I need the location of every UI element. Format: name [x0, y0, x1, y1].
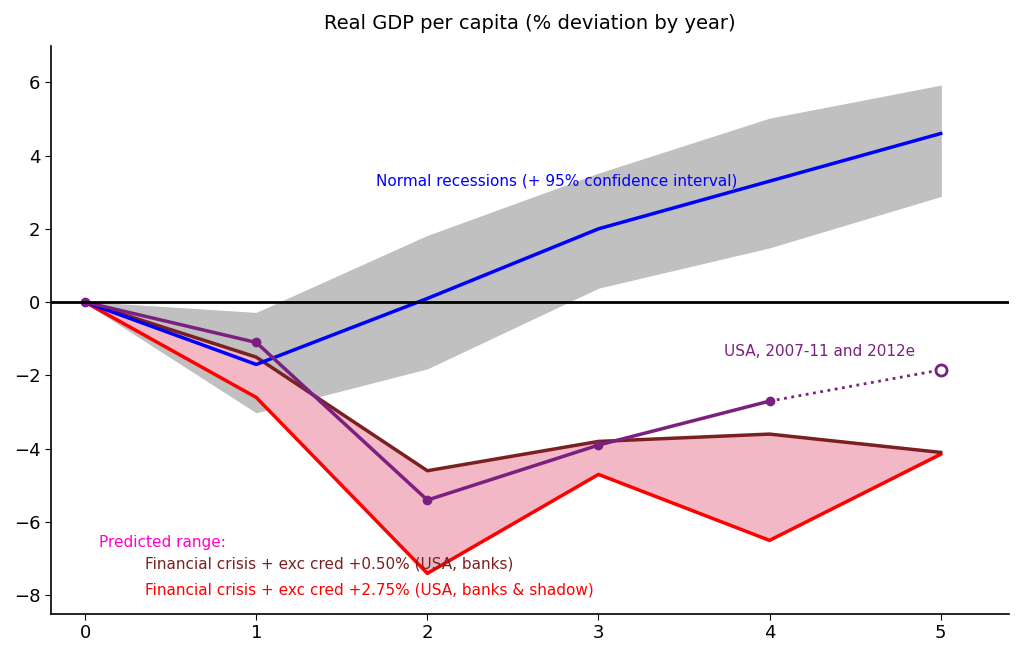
Text: Predicted range:: Predicted range: [99, 535, 226, 550]
Text: Financial crisis + exc cred +0.50% (USA, banks): Financial crisis + exc cred +0.50% (USA,… [145, 557, 514, 572]
Text: Normal recessions (+ 95% confidence interval): Normal recessions (+ 95% confidence inte… [376, 174, 738, 189]
Text: USA, 2007-11 and 2012e: USA, 2007-11 and 2012e [724, 344, 915, 359]
Title: Real GDP per capita (% deviation by year): Real GDP per capita (% deviation by year… [324, 14, 736, 33]
Text: Financial crisis + exc cred +2.75% (USA, banks & shadow): Financial crisis + exc cred +2.75% (USA,… [145, 583, 593, 598]
